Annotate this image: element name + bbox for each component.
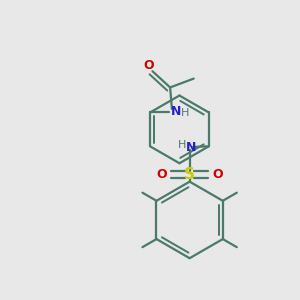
Text: O: O	[157, 168, 167, 181]
Text: S: S	[184, 167, 195, 182]
Text: N: N	[186, 141, 196, 154]
Text: O: O	[212, 168, 223, 181]
Text: H: H	[178, 140, 187, 150]
Text: H: H	[181, 108, 190, 118]
Text: N: N	[171, 105, 182, 118]
Text: O: O	[144, 59, 154, 72]
